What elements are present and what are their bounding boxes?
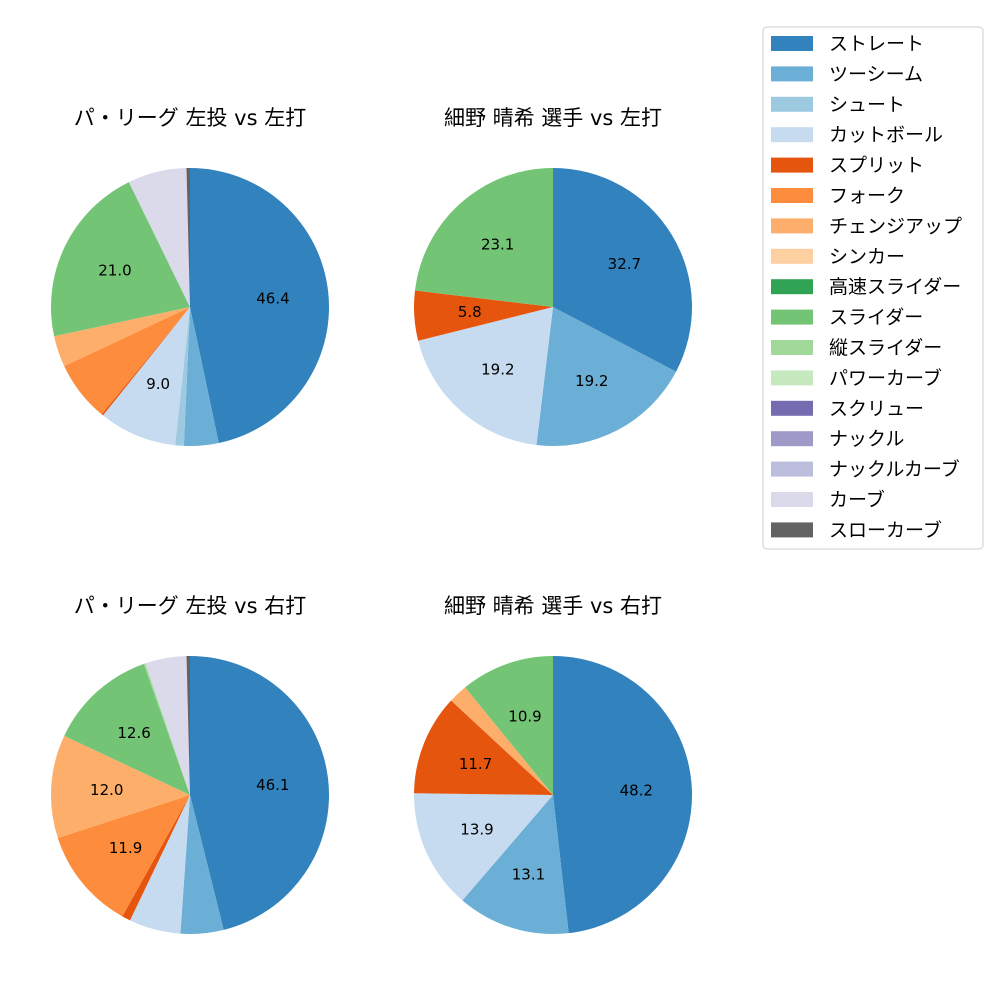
legend-label-16: カーブ [829,488,885,511]
legend-swatch-16 [771,492,813,507]
legend-swatch-7 [771,218,813,234]
pie-2-slice-5 [414,167,553,307]
legend-swatch-8 [771,248,813,264]
pie-3-slice-label-1: 46.1 [256,776,289,794]
pie-1-slice-1 [190,168,330,443]
legend-label-14: ナックル [829,428,904,450]
legend-label-15: ナックルカーブ [829,458,960,481]
pie-2-slice-label-1: 32.7 [608,255,641,273]
pie-4-title: 細野 晴希 選手 vs 右打 [444,594,662,618]
legend-frame [762,26,984,550]
pie-3-slice-1 [190,656,329,930]
legend-swatch-13 [771,400,813,416]
legend-swatch-5 [771,157,813,173]
pie-1-slice-8 [51,182,190,337]
pie-2-slice-label-5: 23.1 [481,236,514,254]
pie-4-slice-2 [462,795,569,934]
pie-4-slice-label-3: 13.9 [460,820,493,838]
pie-panel-4: 細野 晴希 選手 vs 右打 48.2 13.1 13.9 11.7 10.9 [414,594,692,934]
legend-swatch-9 [771,279,813,295]
pie-1-slice-label-8: 21.0 [98,262,131,280]
pie-2-slices: 32.7 19.2 19.2 5.8 23.1 [414,167,693,447]
pie-1-slice-label-1: 46.4 [256,289,289,307]
legend-swatch-4 [771,127,813,143]
pie-4-slice-label-6: 10.9 [508,707,541,725]
legend-label-9: 高速スライダー [829,276,961,298]
pie-2-slice-label-2: 19.2 [575,372,608,390]
pie-4-slice-6 [465,656,553,795]
legend-swatch-11 [771,340,813,355]
legend-swatch-14 [771,431,813,447]
pie-2-title: 細野 晴希 選手 vs 左打 [444,106,662,130]
pie-3-slice-label-5: 11.9 [109,839,142,857]
pie-1-title: パ・リーグ 左投 vs 左打 [74,106,306,130]
pie-1-slice-10 [186,168,190,307]
pie-1-slice-9 [128,168,190,307]
pie-panel-2: 細野 晴希 選手 vs 左打 32.7 19.2 19.2 5.8 23.1 [414,106,693,447]
legend-swatch-1 [771,36,813,51]
legend-label-11: 縦スライダー [829,337,942,359]
legend-label-5: スプリット [829,155,924,177]
legend-swatch-3 [771,96,813,112]
pie-3-title: パ・リーグ 左投 vs 右打 [74,594,306,618]
pie-4-slice-label-2: 13.1 [512,866,545,884]
pie-2-slice-3 [418,307,553,446]
pie-4-slice-1 [553,656,692,934]
pie-3-slice-9 [145,656,190,795]
legend-label-4: カットボール [829,124,943,146]
legend-swatch-17 [771,522,813,538]
pie-3-slice-2 [180,795,224,934]
pie-1-slice-4 [102,307,190,446]
pie-1-slice-7 [54,307,191,367]
pie-3-slice-3 [130,795,190,934]
pie-panel-3: パ・リーグ 左投 vs 右打 46.1 11.9 12.0 12.6 [50,594,329,934]
legend-swatch-12 [771,370,813,386]
legend-label-10: スライダー [829,307,923,329]
pie-panel-1: パ・リーグ 左投 vs 左打 46.4 9.0 21.0 [51,106,330,447]
pie-1-slices: 46.4 9.0 21.0 [51,168,330,447]
legend: ストレートツーシームシュートカットボールスプリットフォークチェンジアップシンカー… [762,26,984,550]
pie-2-slice-1 [553,168,693,372]
pie-3-slice-5 [57,795,190,917]
legend-swatch-15 [771,461,813,477]
legend-label-13: スクリュー [829,398,924,420]
legend-swatch-6 [771,188,813,203]
pie-2-slice-4 [414,290,553,341]
pie-3-slice-10 [186,656,190,795]
pie-3-slice-label-6: 12.0 [90,781,123,799]
pie-4-slice-3 [414,793,553,901]
pie-4-slice-4 [414,700,553,795]
pie-1-slice-3 [175,307,190,446]
pie-3-slice-8 [143,663,190,795]
legend-label-3: シュート [829,94,905,116]
pie-3-slice-4 [122,795,190,921]
pie-2-slice-label-3: 19.2 [481,361,514,379]
legend-label-6: フォーク [829,185,905,207]
pie-4-slice-label-1: 48.2 [620,781,653,799]
pie-4-slice-label-4: 11.7 [459,755,492,773]
legend-label-12: パワーカーブ [829,366,942,389]
pie-1-slice-5 [101,307,190,416]
pie-3-slices: 46.1 11.9 12.0 12.6 [50,656,329,934]
legend-label-7: チェンジアップ [829,215,962,237]
pie-1-slice-2 [183,307,219,447]
pie-2-slice-label-4: 5.8 [458,303,482,321]
pie-1-slice-label-4: 9.0 [146,375,170,393]
legend-label-1: ストレート [829,33,924,55]
pie-4-slice-5 [451,687,553,795]
pie-1-slice-6 [64,307,190,415]
legend-label-8: シンカー [829,246,905,268]
legend-label-17: スローカーブ [829,518,942,541]
pie-3-slice-label-7: 12.6 [117,724,150,742]
legend-swatch-10 [771,309,813,325]
legend-swatch-2 [771,66,813,82]
pie-4-slices: 48.2 13.1 13.9 11.7 10.9 [414,656,692,934]
pie-3-slice-7 [64,663,190,795]
pie-3-slice-6 [50,735,191,838]
pie-2-slice-2 [536,307,677,447]
legend-label-2: ツーシーム [829,63,923,85]
